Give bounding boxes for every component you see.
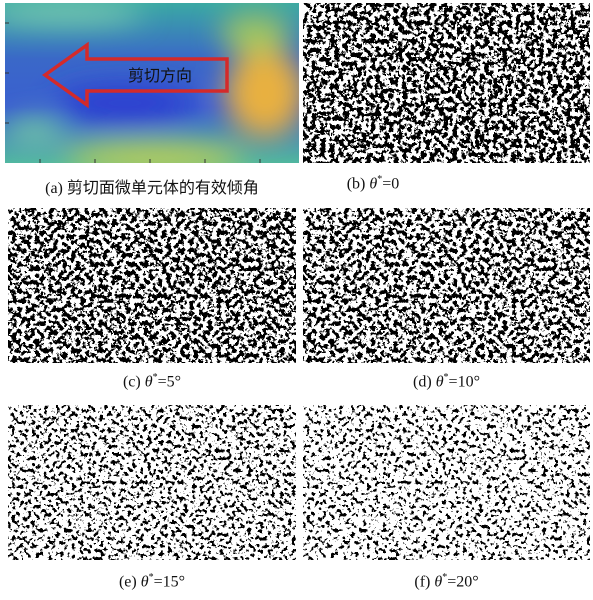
- caption-symbol: θ: [436, 373, 444, 390]
- caption: (c) θ*=5°: [8, 372, 296, 391]
- binary-image: [8, 405, 296, 560]
- caption-text: 剪切面微单元体的有效倾角: [67, 180, 259, 197]
- caption: (a) 剪切面微单元体的有效倾角: [5, 174, 299, 198]
- caption-value: =10°: [449, 373, 480, 390]
- caption-label: (b): [347, 175, 366, 192]
- caption: (d) θ*=10°: [303, 372, 590, 391]
- caption-value: =0: [382, 175, 399, 192]
- caption: (e) θ*=15°: [8, 572, 296, 591]
- binary-image: [303, 3, 590, 163]
- caption: (f) θ*=20°: [303, 572, 590, 591]
- caption-label: (e): [119, 573, 137, 590]
- caption-value: =15°: [154, 573, 185, 590]
- caption-symbol: θ: [141, 573, 149, 590]
- caption-label: (f): [414, 573, 430, 590]
- caption-value: =20°: [447, 573, 478, 590]
- caption-value: =5°: [158, 373, 181, 390]
- caption: (b) θ*=0: [303, 174, 443, 193]
- caption-label: (a): [45, 180, 63, 197]
- binary-image: [8, 208, 296, 363]
- caption-symbol: θ: [145, 373, 153, 390]
- binary-image: [303, 405, 590, 560]
- arrow-label: 剪切方向: [128, 67, 192, 85]
- heatmap-image: 剪切方向: [5, 3, 299, 163]
- binary-image: [303, 208, 590, 363]
- caption-label: (c): [123, 373, 141, 390]
- caption-label: (d): [413, 373, 432, 390]
- figure: 剪切方向 (a) 剪切面微单元体的有效倾角 (b) θ*=0 (c) θ*=5°…: [0, 0, 593, 600]
